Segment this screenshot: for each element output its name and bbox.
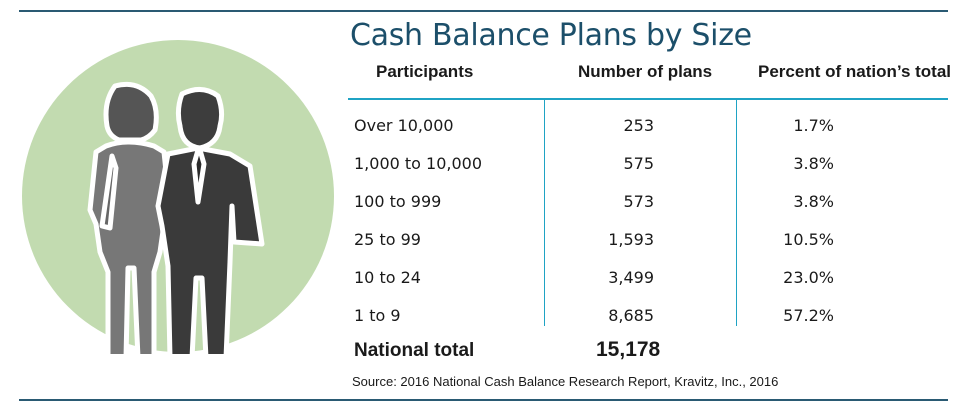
percent-cell: 3.8% <box>793 192 834 211</box>
participants-cell: 25 to 99 <box>354 230 421 249</box>
total-label: National total <box>354 340 475 361</box>
plans-cell: 8,685 <box>608 306 654 325</box>
table-row: 25 to 99 1,593 10.5% <box>348 230 948 268</box>
participants-cell: 10 to 24 <box>354 268 421 287</box>
header-participants: Participants <box>376 62 474 81</box>
participants-cell: 100 to 999 <box>354 192 442 211</box>
header-percent: Percent of nation’s total <box>758 62 952 81</box>
plans-cell: 575 <box>623 154 654 173</box>
table-row: 1,000 to 10,000 575 3.8% <box>348 154 948 192</box>
plans-cell: 3,499 <box>608 268 654 287</box>
source-note: Source: 2016 National Cash Balance Resea… <box>352 374 779 389</box>
header-rule <box>348 98 948 100</box>
man-icon <box>155 87 265 354</box>
plans-cell: 1,593 <box>608 230 654 249</box>
column-separator <box>544 100 545 326</box>
percent-cell: 10.5% <box>783 230 834 249</box>
percent-cell: 1.7% <box>793 116 834 135</box>
table-row: 10 to 24 3,499 23.0% <box>348 268 948 306</box>
table-row: 1 to 9 8,685 57.2% <box>348 306 948 344</box>
participants-cell: 1,000 to 10,000 <box>354 154 483 173</box>
plans-cell: 253 <box>623 116 654 135</box>
participants-cell: Over 10,000 <box>354 116 454 135</box>
percent-cell: 57.2% <box>783 306 834 325</box>
table-row: 100 to 999 573 3.8% <box>348 192 948 230</box>
woman-icon <box>87 81 173 354</box>
people-illustration <box>22 40 334 354</box>
column-separator <box>736 100 737 326</box>
percent-cell: 23.0% <box>783 268 834 287</box>
header-number-of-plans: Number of plans <box>578 62 713 81</box>
chart-title: Cash Balance Plans by Size <box>350 18 752 53</box>
top-rule <box>19 10 948 12</box>
table-row: Over 10,000 253 1.7% <box>348 116 948 154</box>
plans-cell: 573 <box>623 192 654 211</box>
total-value: 15,178 <box>596 338 661 361</box>
bottom-rule <box>19 399 948 401</box>
participants-cell: 1 to 9 <box>354 306 401 325</box>
percent-cell: 3.8% <box>793 154 834 173</box>
